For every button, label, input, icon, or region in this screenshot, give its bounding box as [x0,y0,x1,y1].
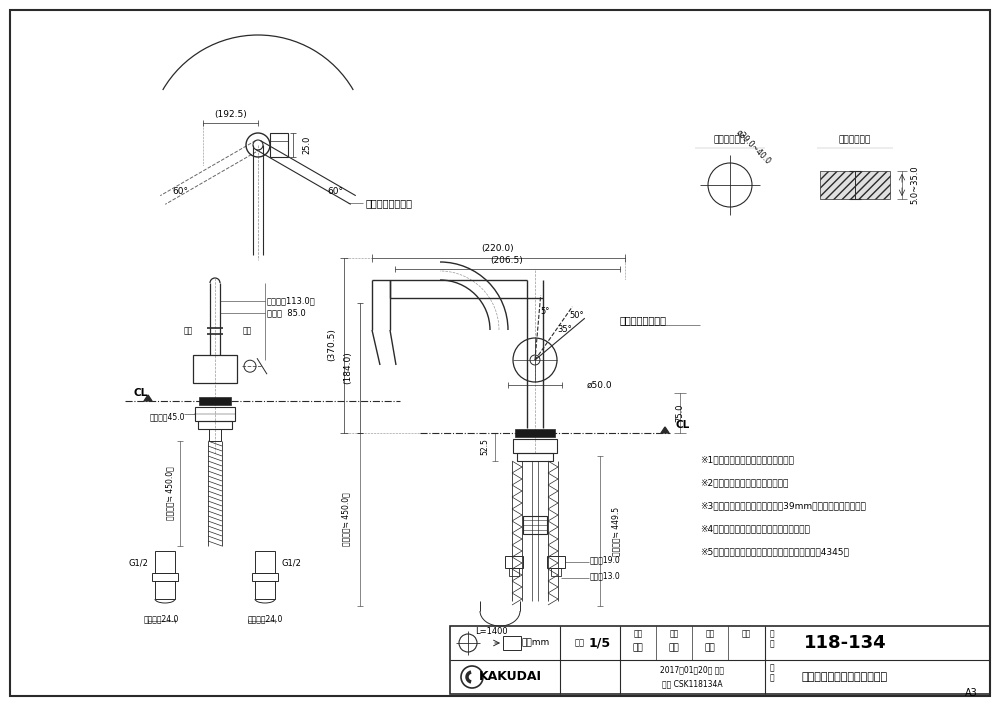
Text: 品: 品 [770,664,775,673]
Bar [517,453,553,461]
Text: 中嶋: 中嶋 [705,643,715,652]
Text: （管引量≒ 450.0）: （管引量≒ 450.0） [342,492,351,546]
Text: シングルレバー引出し混合栓: シングルレバー引出し混合栓 [802,672,888,682]
Bar [505,556,523,568]
Text: (370.5): (370.5) [328,328,336,361]
Text: 1/5: 1/5 [589,637,611,650]
Text: 名: 名 [770,674,775,683]
Text: 5.0~35.0: 5.0~35.0 [910,166,920,204]
Polygon shape [144,395,152,401]
Text: 60°: 60° [327,188,343,196]
Text: 承認: 承認 [741,630,751,638]
Bar [513,439,557,453]
Bar [270,133,288,157]
Bar [252,573,278,581]
Bar [515,429,555,437]
Text: 25.0: 25.0 [302,136,312,154]
Text: 大角対辺24.0: 大角対辺24.0 [247,614,283,623]
Text: 止水: 止水 [184,326,193,335]
Text: ハンドル回転角度: ハンドル回転角度 [620,315,667,325]
Text: 遠藤: 遠藤 [633,643,643,652]
Text: 給水: 給水 [243,326,252,335]
Text: 50°: 50° [570,311,584,320]
Bar [255,551,275,573]
Text: （管引量≒ 450.0）: （管引量≒ 450.0） [166,466,175,520]
Bar [255,581,275,599]
Text: ※2　止水栓を必ず設置すること。: ※2 止水栓を必ず設置すること。 [700,479,788,488]
Text: (192.5): (192.5) [214,111,247,119]
Bar [820,171,855,199]
Text: 寒川: 寒川 [669,643,679,652]
Text: 品: 品 [770,630,775,638]
Text: 75.0: 75.0 [676,404,684,422]
Bar [547,556,565,568]
Text: A3: A3 [965,688,978,698]
Text: 52.5: 52.5 [480,438,490,455]
Text: 二重幅19.0: 二重幅19.0 [590,556,621,565]
Text: （引出量≒ 449.5: （引出量≒ 449.5 [612,506,620,556]
Text: (206.5): (206.5) [491,256,523,265]
Bar [198,421,232,429]
Text: 検図: 検図 [669,630,679,638]
Text: ø39.0~40.0: ø39.0~40.0 [735,128,773,166]
Bar [193,355,237,383]
Text: ※4　銅管部分は無理に屈曲させないこと。: ※4 銅管部分は無理に屈曲させないこと。 [700,525,810,534]
Text: 35°: 35° [558,325,572,335]
Text: 図承: 図承 [705,630,715,638]
Bar [209,429,221,441]
Text: 製図: 製図 [633,630,643,638]
Bar [199,397,231,405]
Bar [450,626,990,694]
Text: 118-134: 118-134 [804,634,886,652]
Text: 番号 CSK118134A: 番号 CSK118134A [662,679,722,688]
Bar [195,407,235,421]
Bar [503,636,521,650]
Text: G1/2: G1/2 [128,558,148,568]
Polygon shape [661,427,669,433]
Text: 5°: 5° [540,308,550,316]
Text: 天板締付範囲: 天板締付範囲 [839,136,871,145]
Text: スパウト回転角度: スパウト回転角度 [365,198,412,208]
Text: KAKUDAI: KAKUDAI [479,671,542,683]
Text: 尺度: 尺度 [575,638,585,647]
Text: ø50.0: ø50.0 [587,381,613,390]
Text: 単位mm: 単位mm [522,638,550,647]
Text: (184.0): (184.0) [344,352,352,384]
Bar [523,516,547,534]
Text: 二重幅13.0: 二重幅13.0 [590,571,621,580]
Text: (220.0): (220.0) [482,244,514,253]
Bar [509,568,519,576]
Text: CL: CL [133,388,147,398]
Text: CL: CL [676,420,690,430]
Text: 天板取付穴径: 天板取付穴径 [714,136,746,145]
Text: ※3　ブレードホースは曲げ半径39mm以上を確保すること。: ※3 ブレードホースは曲げ半径39mm以上を確保すること。 [700,501,866,510]
Bar [155,581,175,599]
Bar [551,568,561,576]
Text: 60°: 60° [173,188,189,196]
Text: （全開時113.0）: （全開時113.0） [267,297,316,306]
Bar [155,551,175,573]
Text: 止水栓  85.0: 止水栓 85.0 [267,309,306,318]
Text: 六角対辺45.0: 六角対辺45.0 [150,412,185,421]
Text: ※1　（）内寸法は参考寸法である。: ※1 （）内寸法は参考寸法である。 [700,455,794,465]
Text: 大角対辺24.0: 大角対辺24.0 [143,614,179,623]
Bar [152,573,178,581]
Text: 番: 番 [770,640,775,649]
Bar [855,171,890,199]
Text: 2017年01月20日 作成: 2017年01月20日 作成 [660,666,724,674]
Text: G1/2: G1/2 [282,558,302,568]
Text: L=1400: L=1400 [475,626,508,635]
Text: ※5　水受容器を必ず設置すること。（弊社製品4345）: ※5 水受容器を必ず設置すること。（弊社製品4345） [700,547,849,556]
